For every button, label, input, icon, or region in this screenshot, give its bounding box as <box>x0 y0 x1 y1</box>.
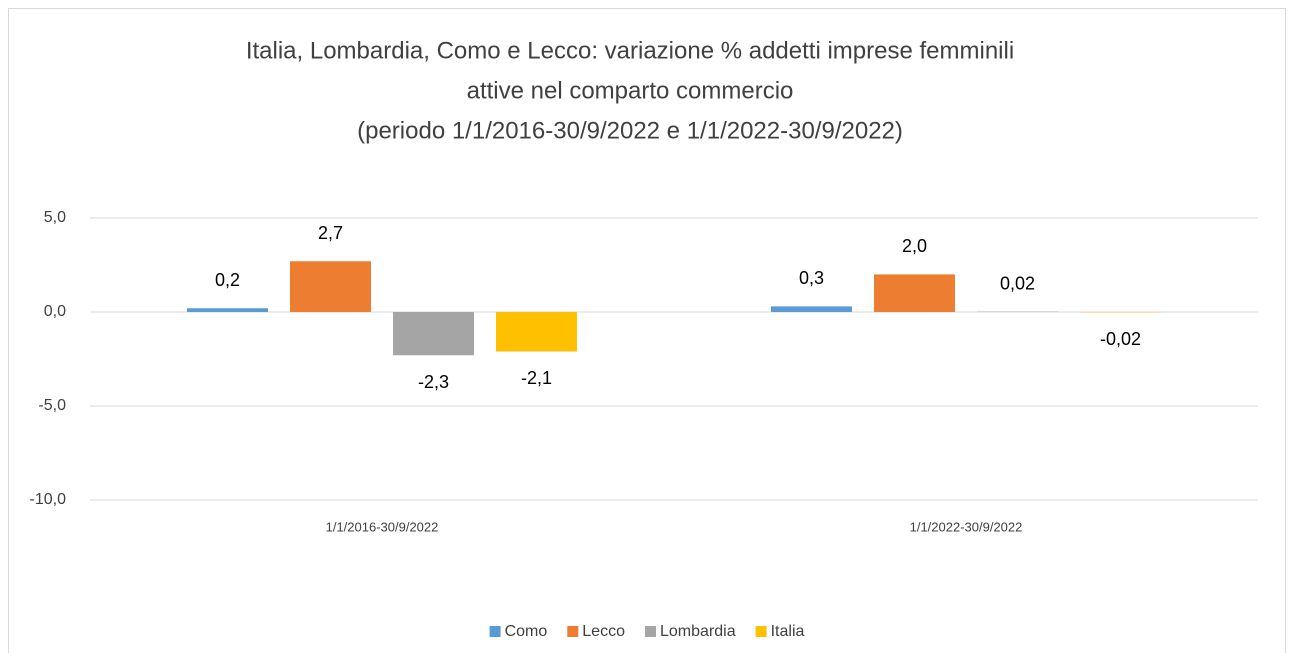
bar <box>290 261 371 312</box>
legend-swatch <box>644 626 656 637</box>
data-label: -0,02 <box>1100 329 1141 349</box>
data-label: 2,0 <box>902 236 927 256</box>
bar <box>496 312 577 352</box>
legend-swatch <box>489 626 501 637</box>
bar <box>393 312 474 356</box>
y-tick-label: -5,0 <box>38 397 66 414</box>
x-tick-label: 1/1/2022-30/9/2022 <box>910 519 1023 534</box>
y-tick-label: 0,0 <box>44 303 66 320</box>
legend-swatch <box>567 626 579 637</box>
data-label: 0,3 <box>799 268 824 288</box>
data-label: 2,7 <box>318 223 343 243</box>
legend-label: Lombardia <box>660 623 736 640</box>
data-label: 0,02 <box>1000 273 1035 293</box>
legend-label: Lecco <box>582 623 625 640</box>
x-tick-label: 1/1/2016-30/9/2022 <box>326 519 439 534</box>
chart-title: attive nel comparto commercio <box>467 77 794 104</box>
data-label: 0,2 <box>215 270 240 290</box>
y-tick-label: 5,0 <box>44 209 66 226</box>
chart-title: (periodo 1/1/2016-30/9/2022 e 1/1/2022-3… <box>357 117 903 144</box>
legend-swatch <box>755 626 767 637</box>
y-tick-label: -10,0 <box>30 491 67 508</box>
chart-title: Italia, Lombardia, Como e Lecco: variazi… <box>246 37 1014 64</box>
chart-frame <box>8 8 1286 653</box>
bar <box>874 274 955 312</box>
bar <box>187 308 268 312</box>
data-label: -2,3 <box>418 372 449 392</box>
bar <box>771 306 852 312</box>
legend-label: Italia <box>771 623 805 640</box>
legend-label: Como <box>505 623 548 640</box>
data-label: -2,1 <box>521 368 552 388</box>
